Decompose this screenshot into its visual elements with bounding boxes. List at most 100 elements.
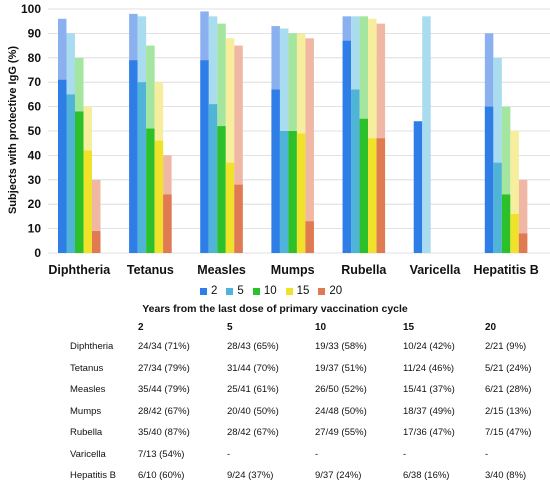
bar — [493, 162, 502, 253]
bar — [225, 162, 235, 253]
y-tick-label: 50 — [28, 124, 42, 138]
table-row: Rubella 35/40 (87%) 28/42 (67%) 27/49 (55%)… — [70, 422, 545, 444]
bar — [92, 231, 101, 253]
legend: 2 5 10 15 20 — [200, 284, 351, 298]
bar-upper — [92, 179, 101, 253]
table-cell: 28/43 (65%) — [227, 341, 279, 353]
y-tick-label: 90 — [28, 26, 42, 40]
legend-label: 5 — [237, 285, 244, 297]
table-cell: 19/37 (51%) — [315, 362, 367, 374]
legend-item: 15 — [285, 285, 310, 297]
x-tick-label: Mumps — [271, 263, 315, 277]
table-cell: 3/40 (8%) — [485, 470, 527, 482]
table-cell: - — [403, 448, 407, 460]
y-tick-label: 100 — [21, 2, 41, 16]
bar-upper — [305, 38, 314, 253]
table-cell: 6/21 (28%) — [485, 384, 532, 396]
table-cell: 6/10 (60%) — [138, 470, 185, 482]
x-tick-label: Hepatitis B — [473, 263, 538, 277]
bar-chart: 0 10 20 30 40 50 60 70 80 90 100 Diphtheria Tetanus… — [21, 2, 550, 277]
legend-swatch — [285, 287, 293, 295]
table-header: 5 — [227, 321, 233, 333]
bar — [163, 194, 172, 253]
table-cell: 35/40 (87%) — [138, 427, 190, 439]
bar — [413, 121, 423, 254]
table-cell: 10/24 (42%) — [403, 341, 455, 353]
y-tick-label: 40 — [28, 148, 42, 162]
x-tick-label: Varicella — [410, 263, 462, 277]
legend-item: 10 — [252, 285, 277, 297]
x-tick-labels: Diphtheria Tetanus Measles Mumps Rubella Vari… — [48, 263, 538, 277]
table-header-row: 2 5 10 15 20 — [70, 318, 545, 336]
table-header: 10 — [315, 321, 327, 333]
bars — [58, 11, 528, 254]
table-cell: 6/38 (16%) — [403, 470, 450, 482]
y-tick-labels: 0 10 20 30 40 50 60 70 80 90 100 — [21, 2, 41, 260]
bar — [351, 89, 360, 254]
legend-swatch — [226, 287, 234, 295]
table-cell: 24/34 (71%) — [138, 341, 190, 353]
bar — [58, 79, 67, 253]
bar — [137, 82, 147, 253]
bar — [66, 94, 75, 254]
bar — [484, 106, 494, 253]
y-axis-label: Subjects with protective IgG (%) — [7, 45, 19, 215]
table-header: 20 — [485, 321, 497, 333]
table-cell: 25/41 (61%) — [227, 384, 279, 396]
bar-upper — [234, 45, 243, 253]
table-row-label: Varicella — [70, 448, 106, 460]
table-header: 15 — [403, 321, 415, 333]
bar — [501, 194, 511, 253]
bar — [83, 150, 92, 253]
bar-upper — [510, 131, 519, 253]
bar — [279, 131, 289, 253]
y-tick-label: 80 — [28, 51, 42, 65]
table-cell: 28/42 (67%) — [227, 427, 279, 439]
table-cell: 28/42 (67%) — [138, 405, 190, 417]
x-tick-label: Tetanus — [127, 263, 174, 277]
table-row-label: Mumps — [70, 405, 102, 417]
bar-upper — [518, 179, 528, 253]
bar — [518, 233, 528, 253]
x-tick-label: Diphtheria — [48, 263, 111, 277]
y-tick-label: 60 — [28, 100, 42, 114]
table-row-label: Rubella — [70, 427, 103, 439]
y-tick-label: 20 — [28, 197, 42, 211]
bar — [305, 221, 314, 253]
bar — [234, 184, 243, 253]
bar — [75, 111, 84, 253]
legend-label: 10 — [263, 285, 277, 297]
table-row: Varicella 7/13 (54%) - - - - — [70, 444, 545, 466]
table-cell: 9/24 (37%) — [227, 470, 274, 482]
x-tick-label: Measles — [197, 263, 246, 277]
bar — [271, 89, 280, 254]
bar — [200, 60, 209, 253]
legend-item: 5 — [226, 285, 244, 297]
table-cell: - — [227, 448, 231, 460]
bar — [154, 140, 164, 253]
table-cell: 27/49 (55%) — [315, 427, 367, 439]
bar — [368, 138, 377, 253]
y-axis-label-box: Subjects with protective IgG (%) — [2, 0, 24, 260]
legend-label: 15 — [296, 285, 310, 297]
table-row: Hepatitis B 6/10 (60%) 9/24 (37%) 9/37 (24%… — [70, 465, 545, 487]
table-row-label: Diphtheria — [70, 341, 114, 353]
bar-upper — [493, 57, 502, 253]
table-cell: 7/15 (47%) — [485, 427, 532, 439]
legend-swatch — [200, 287, 207, 295]
table-cell: 2/21 (9%) — [485, 341, 527, 353]
legend-label: 2 — [211, 285, 218, 297]
table-row: Tetanus 27/34 (79%) 31/44 (70%) 19/37 (51%)… — [70, 358, 545, 380]
table-cell: 19/33 (58%) — [315, 341, 367, 353]
table-cell: 35/44 (79%) — [138, 384, 190, 396]
y-tick-label: 30 — [28, 173, 42, 187]
table-row: Diphtheria 24/34 (71%) 28/43 (65%) 19/33 (5… — [70, 336, 545, 358]
legend-swatch — [318, 287, 326, 295]
bar — [146, 128, 155, 253]
table-row-label: Measles — [70, 384, 106, 396]
bar — [129, 60, 138, 253]
table-cell: 5/21 (24%) — [485, 362, 532, 374]
bar — [208, 104, 218, 253]
table-cell: 11/24 (46%) — [403, 362, 455, 374]
table-cell: - — [315, 448, 319, 460]
